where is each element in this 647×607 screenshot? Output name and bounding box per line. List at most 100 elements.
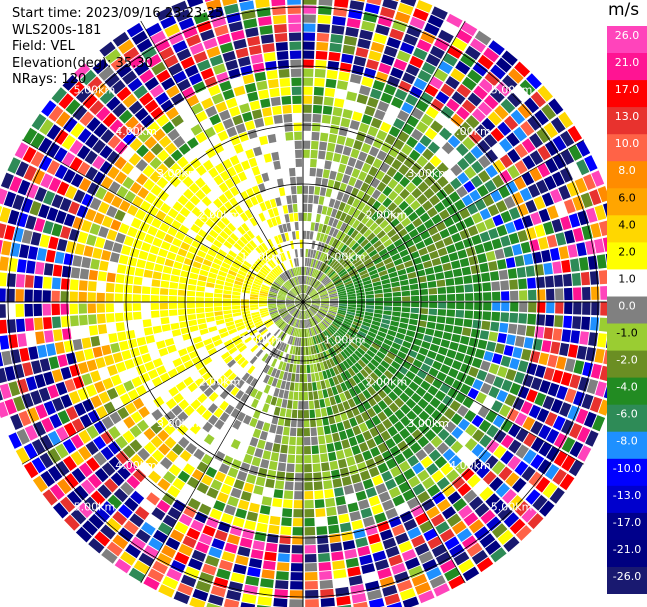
velocity-gate — [470, 401, 482, 414]
velocity-gate — [0, 239, 3, 255]
velocity-gate — [211, 538, 225, 550]
velocity-gate — [159, 295, 168, 302]
velocity-gate — [210, 352, 220, 361]
velocity-gate — [338, 71, 350, 82]
velocity-gate — [274, 359, 281, 369]
velocity-gate — [435, 148, 448, 161]
velocity-gate — [277, 298, 286, 301]
velocity-gate — [287, 454, 295, 464]
velocity-gate — [300, 248, 303, 257]
velocity-gate — [433, 264, 443, 273]
velocity-gate — [367, 362, 376, 371]
velocity-gate — [196, 404, 207, 416]
velocity-gate — [474, 30, 492, 46]
velocity-gate — [304, 319, 306, 329]
velocity-gate — [219, 400, 229, 411]
velocity-gate — [226, 447, 237, 458]
velocity-gate — [353, 279, 362, 285]
velocity-gate — [4, 225, 16, 241]
velocity-gate — [364, 315, 373, 320]
velocity-gate — [355, 313, 364, 318]
velocity-gate — [243, 482, 254, 493]
velocity-gate — [328, 51, 341, 62]
velocity-gate — [368, 466, 380, 478]
velocity-gate — [172, 237, 183, 247]
velocity-gate — [278, 361, 284, 370]
velocity-gate — [100, 176, 114, 190]
velocity-gate — [148, 470, 162, 484]
velocity-gate — [70, 173, 84, 188]
velocity-gate — [250, 388, 258, 398]
velocity-gate — [425, 53, 441, 67]
velocity-gate — [303, 302, 305, 310]
velocity-gate — [181, 129, 194, 142]
velocity-gate — [190, 124, 203, 136]
velocity-gate — [301, 302, 303, 310]
velocity-gate — [4, 366, 16, 382]
range-ring-label: 3.00km — [157, 417, 199, 430]
velocity-gate — [225, 321, 235, 327]
velocity-gate — [353, 528, 366, 539]
velocity-gate — [305, 239, 309, 249]
velocity-gate — [394, 421, 405, 432]
velocity-gate — [134, 267, 145, 277]
velocity-gate — [0, 272, 7, 287]
velocity-gate — [323, 197, 330, 206]
velocity-gate — [183, 188, 194, 200]
velocity-gate — [227, 427, 238, 438]
velocity-gate — [370, 324, 380, 331]
velocity-gate — [425, 416, 437, 428]
velocity-gate — [303, 311, 305, 320]
velocity-gate — [227, 534, 240, 545]
velocity-gate — [239, 266, 249, 274]
velocity-gate — [217, 249, 227, 257]
velocity-gate — [361, 379, 371, 389]
velocity-gate — [271, 257, 279, 266]
velocity-gate — [259, 256, 267, 264]
velocity-gate — [509, 358, 520, 370]
velocity-gate — [316, 41, 329, 51]
velocity-gate — [188, 73, 203, 86]
velocity-gate — [444, 120, 458, 134]
velocity-gate — [165, 398, 177, 410]
velocity-gate — [309, 307, 317, 314]
velocity-gate — [471, 160, 484, 174]
velocity-gate — [304, 464, 312, 473]
velocity-gate — [154, 263, 164, 272]
velocity-gate — [327, 287, 336, 293]
velocity-gate — [235, 255, 245, 263]
velocity-gate — [146, 121, 160, 135]
colorbar-bin — [607, 80, 647, 108]
velocity-gate — [348, 216, 356, 226]
velocity-gate — [313, 481, 323, 491]
velocity-gate — [251, 311, 260, 316]
velocity-gate — [117, 331, 127, 342]
velocity-gate — [161, 77, 176, 91]
velocity-gate — [245, 575, 260, 586]
velocity-gate — [358, 499, 370, 510]
velocity-gate — [320, 274, 327, 282]
velocity-gate — [253, 358, 261, 367]
velocity-gate — [429, 250, 439, 260]
velocity-gate — [500, 235, 511, 247]
velocity-gate — [204, 76, 218, 88]
velocity-gate — [343, 348, 351, 357]
velocity-gate — [401, 290, 411, 297]
velocity-gate — [545, 275, 554, 288]
velocity-gate — [309, 308, 316, 315]
velocity-gate — [235, 390, 245, 400]
velocity-gate — [268, 524, 280, 535]
velocity-gate — [150, 30, 166, 45]
velocity-gate — [226, 343, 235, 351]
velocity-gate — [404, 435, 416, 447]
velocity-gate — [321, 224, 328, 234]
colorbar-tick-label: 26.0 — [615, 29, 640, 42]
velocity-gate — [212, 186, 223, 197]
velocity-gate — [274, 256, 281, 265]
velocity-gate — [305, 285, 309, 294]
velocity-gate — [544, 464, 560, 480]
velocity-gate — [401, 102, 414, 114]
velocity-gate — [0, 352, 4, 367]
velocity-gate — [476, 557, 494, 573]
velocity-gate — [356, 222, 365, 232]
